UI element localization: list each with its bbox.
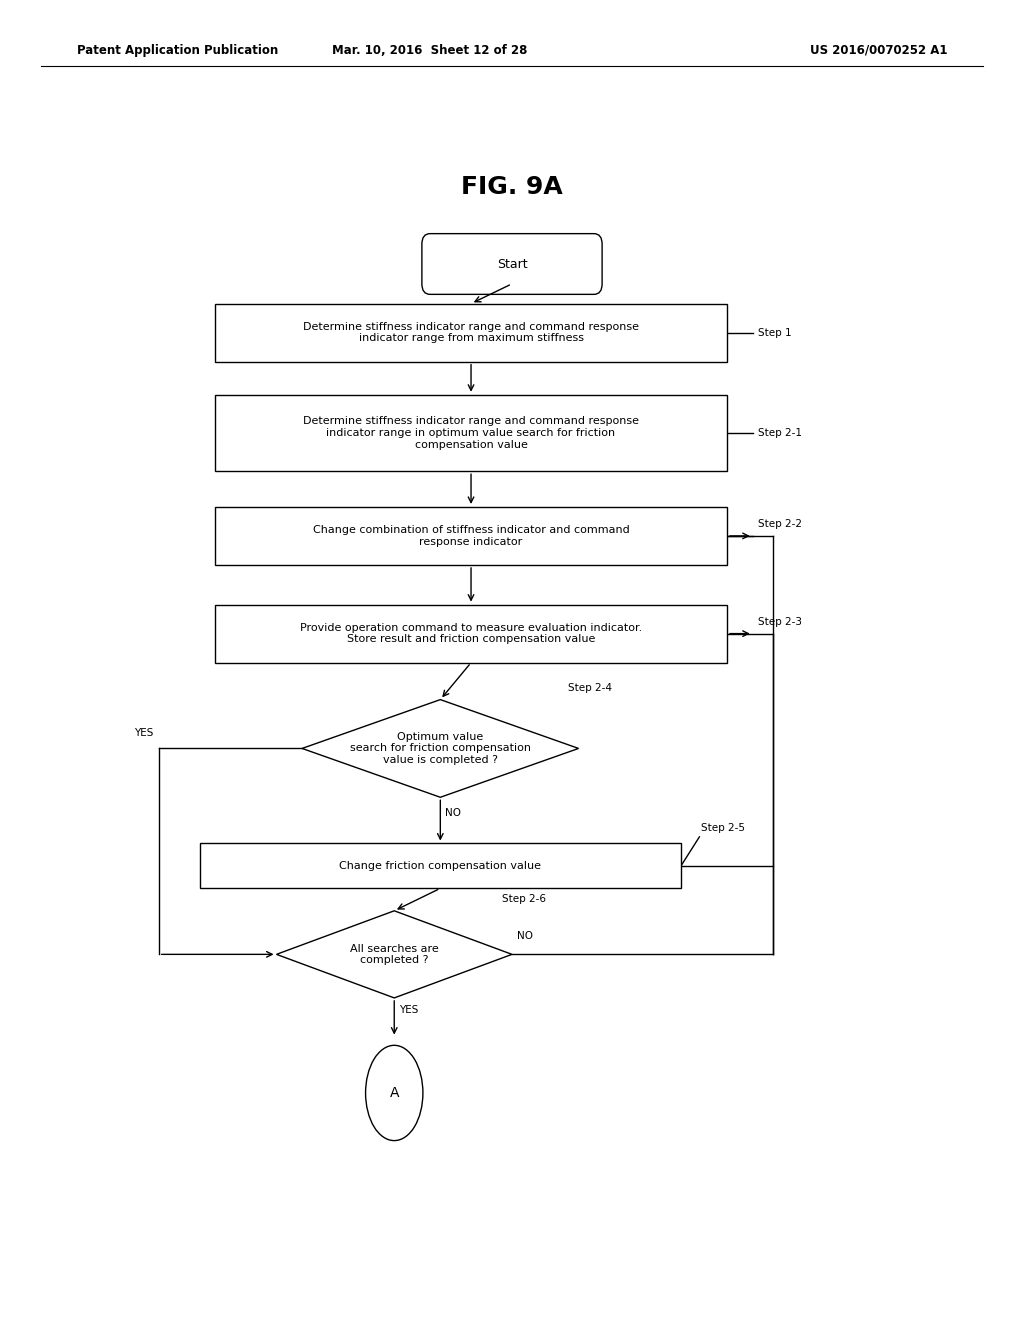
Bar <box>215 507 727 565</box>
Polygon shape <box>276 911 512 998</box>
Bar <box>200 843 681 888</box>
Text: YES: YES <box>399 1005 419 1015</box>
Text: Provide operation command to measure evaluation indicator.
Store result and fric: Provide operation command to measure eva… <box>300 623 642 644</box>
Text: NO: NO <box>517 931 534 941</box>
Text: Determine stiffness indicator range and command response
indicator range from ma: Determine stiffness indicator range and … <box>303 322 639 343</box>
Text: Step 2-3: Step 2-3 <box>758 616 802 627</box>
Text: FIG. 9A: FIG. 9A <box>461 176 563 199</box>
Text: Step 1: Step 1 <box>758 327 792 338</box>
Text: Step 2-1: Step 2-1 <box>758 428 802 438</box>
Text: YES: YES <box>134 727 154 738</box>
Bar <box>215 395 727 471</box>
Text: Start: Start <box>497 257 527 271</box>
Text: Step 2-6: Step 2-6 <box>502 894 546 904</box>
Text: Determine stiffness indicator range and command response
indicator range in opti: Determine stiffness indicator range and … <box>303 416 639 450</box>
Text: Patent Application Publication: Patent Application Publication <box>77 44 279 57</box>
Text: Step 2-4: Step 2-4 <box>568 682 612 693</box>
Ellipse shape <box>366 1045 423 1140</box>
Text: Mar. 10, 2016  Sheet 12 of 28: Mar. 10, 2016 Sheet 12 of 28 <box>333 44 527 57</box>
Text: Step 2-5: Step 2-5 <box>701 822 745 833</box>
Text: Change combination of stiffness indicator and command
response indicator: Change combination of stiffness indicato… <box>312 525 630 546</box>
Text: A: A <box>389 1086 399 1100</box>
Text: Step 2-2: Step 2-2 <box>758 519 802 529</box>
Bar <box>215 304 727 362</box>
Text: NO: NO <box>445 808 462 818</box>
FancyBboxPatch shape <box>422 234 602 294</box>
Text: Change friction compensation value: Change friction compensation value <box>339 861 542 871</box>
Bar <box>215 605 727 663</box>
Text: All searches are
completed ?: All searches are completed ? <box>350 944 438 965</box>
Polygon shape <box>302 700 579 797</box>
Text: US 2016/0070252 A1: US 2016/0070252 A1 <box>810 44 947 57</box>
Text: Optimum value
search for friction compensation
value is completed ?: Optimum value search for friction compen… <box>350 731 530 766</box>
